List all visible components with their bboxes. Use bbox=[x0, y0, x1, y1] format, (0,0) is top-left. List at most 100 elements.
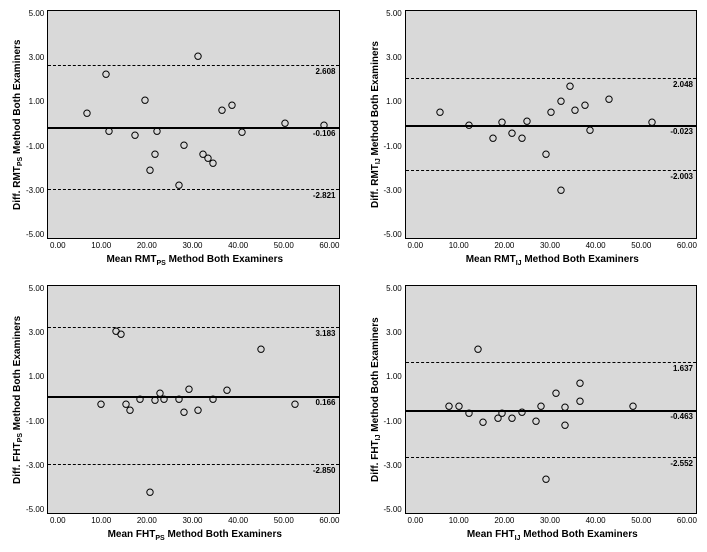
plot-area: 2.608-0.106-2.821 bbox=[47, 10, 339, 239]
data-point bbox=[146, 161, 154, 179]
data-point bbox=[126, 402, 134, 420]
reference-line-label: -2.552 bbox=[670, 459, 693, 468]
xlabel: Mean RMTPS Method Both Examiners bbox=[50, 254, 340, 267]
data-point bbox=[561, 398, 569, 416]
reference-line bbox=[406, 170, 696, 171]
data-point bbox=[131, 127, 139, 145]
data-point bbox=[194, 402, 202, 420]
ylabel: Diff. RMTPS Method Both Examiners bbox=[10, 10, 26, 239]
reference-line bbox=[48, 127, 338, 129]
xlabel: Mean FHTIJ Method Both Examiners bbox=[408, 529, 698, 542]
data-point bbox=[542, 145, 550, 163]
reference-line-label: 1.637 bbox=[673, 364, 693, 373]
reference-line-label: -0.463 bbox=[670, 412, 693, 421]
reference-line bbox=[48, 189, 338, 190]
data-point bbox=[498, 404, 506, 422]
ylabel: Diff. FHTPS Method Both Examiners bbox=[10, 285, 26, 514]
data-point bbox=[542, 470, 550, 488]
reference-line-label: 0.166 bbox=[315, 398, 335, 407]
data-point bbox=[498, 113, 506, 131]
reference-line-label: -0.023 bbox=[670, 127, 693, 136]
data-point bbox=[566, 77, 574, 95]
ylabel: Diff. FHTIJ Method Both Examiners bbox=[368, 285, 384, 514]
data-point bbox=[547, 103, 555, 121]
data-point bbox=[522, 112, 530, 130]
data-point bbox=[150, 145, 158, 163]
data-point bbox=[445, 397, 453, 415]
data-point bbox=[223, 381, 231, 399]
data-point bbox=[508, 125, 516, 143]
data-point bbox=[184, 380, 192, 398]
data-point bbox=[291, 395, 299, 413]
reference-line bbox=[48, 464, 338, 465]
y-ticks: 5.003.001.00-1.00-3.00-5.00 bbox=[26, 10, 47, 239]
reference-line-label: -2.821 bbox=[313, 191, 336, 200]
data-point bbox=[179, 403, 187, 421]
data-point bbox=[105, 122, 113, 140]
panel-rmt_ij: Diff. RMTIJ Method Both Examiners5.003.0… bbox=[368, 10, 698, 267]
data-point bbox=[552, 385, 560, 403]
ylabel: Diff. RMTIJ Method Both Examiners bbox=[368, 10, 384, 239]
x-ticks: 0.0010.0020.0030.0040.0050.0060.00 bbox=[408, 239, 698, 250]
data-point bbox=[117, 326, 125, 344]
data-point bbox=[281, 114, 289, 132]
panel-fht_ij: Diff. FHTIJ Method Both Examiners5.003.0… bbox=[368, 285, 698, 542]
data-point bbox=[556, 93, 564, 111]
data-point bbox=[153, 122, 161, 140]
reference-line-label: 3.183 bbox=[315, 329, 335, 338]
data-point bbox=[474, 341, 482, 359]
reference-line-label: 2.048 bbox=[673, 80, 693, 89]
xlabel: Mean RMTIJ Method Both Examiners bbox=[408, 254, 698, 267]
plot-area: 2.048-0.023-2.003 bbox=[405, 10, 697, 239]
y-ticks: 5.003.001.00-1.00-3.00-5.00 bbox=[384, 285, 405, 514]
data-point bbox=[585, 121, 593, 139]
data-point bbox=[518, 403, 526, 421]
data-point bbox=[160, 391, 168, 409]
reference-line bbox=[406, 78, 696, 79]
data-point bbox=[576, 375, 584, 393]
plot-area: 3.1830.166-2.850 bbox=[47, 285, 339, 514]
data-point bbox=[435, 103, 443, 121]
data-point bbox=[102, 66, 110, 84]
data-point bbox=[146, 484, 154, 502]
data-point bbox=[238, 123, 246, 141]
data-point bbox=[561, 417, 569, 435]
plot-area: 1.637 -0.463 -2.552 bbox=[405, 285, 697, 514]
data-point bbox=[194, 47, 202, 65]
x-ticks: 0.0010.0020.0030.0040.0050.0060.00 bbox=[50, 514, 340, 525]
data-point bbox=[97, 395, 105, 413]
data-point bbox=[605, 91, 613, 109]
y-ticks: 5.003.001.00-1.00-3.00-5.00 bbox=[26, 285, 47, 514]
data-point bbox=[218, 102, 226, 120]
data-point bbox=[576, 393, 584, 411]
xlabel: Mean FHTPS Method Both Examiners bbox=[50, 529, 340, 542]
reference-line bbox=[406, 457, 696, 458]
reference-line-label: 2.608 bbox=[315, 67, 335, 76]
data-point bbox=[581, 96, 589, 114]
x-ticks: 0.0010.0020.0030.0040.0050.0060.00 bbox=[408, 514, 698, 525]
data-point bbox=[556, 181, 564, 199]
panel-rmt_ps: Diff. RMTPS Method Both Examiners5.003.0… bbox=[10, 10, 340, 267]
data-point bbox=[508, 410, 516, 428]
data-point bbox=[320, 117, 328, 135]
data-point bbox=[209, 391, 217, 409]
chart-grid: Diff. RMTPS Method Both Examiners5.003.0… bbox=[10, 10, 697, 542]
data-point bbox=[83, 104, 91, 122]
y-ticks: 5.003.001.00-1.00-3.00-5.00 bbox=[384, 10, 405, 239]
data-point bbox=[141, 92, 149, 110]
data-point bbox=[648, 113, 656, 131]
data-point bbox=[464, 117, 472, 135]
reference-line bbox=[48, 327, 338, 328]
data-point bbox=[228, 96, 236, 114]
data-point bbox=[518, 129, 526, 147]
data-point bbox=[257, 341, 265, 359]
data-point bbox=[179, 136, 187, 154]
data-point bbox=[571, 102, 579, 120]
reference-line bbox=[406, 362, 696, 363]
data-point bbox=[455, 397, 463, 415]
data-point bbox=[175, 177, 183, 195]
x-ticks: 0.0010.0020.0030.0040.0050.0060.00 bbox=[50, 239, 340, 250]
reference-line bbox=[48, 65, 338, 66]
data-point bbox=[209, 154, 217, 172]
data-point bbox=[464, 404, 472, 422]
